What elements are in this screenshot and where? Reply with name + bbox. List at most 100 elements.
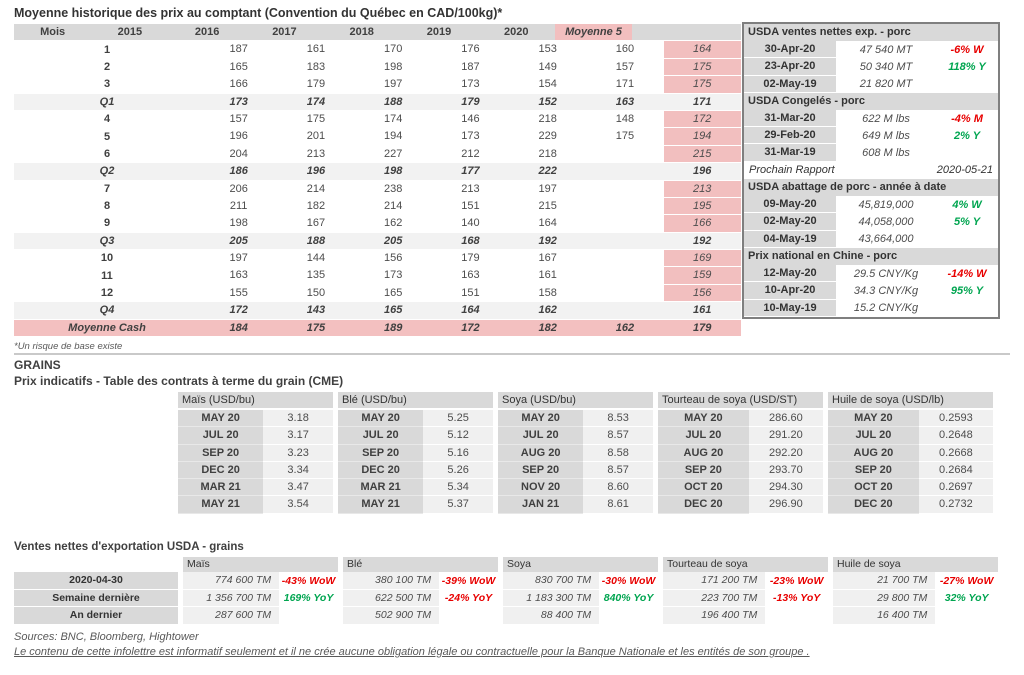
cell-2015: 198	[229, 217, 248, 230]
cell-2017: 227	[383, 147, 403, 160]
cme-row: MAY 21 3.54	[178, 496, 333, 514]
panel-row: 12-May-20 29.5 CNY/Kg -14% W	[744, 264, 998, 283]
panel-date: 10-May-19	[744, 299, 836, 317]
cell-2016: 188	[306, 234, 326, 247]
cell-2020	[586, 163, 663, 179]
cell-2020	[586, 198, 663, 214]
cell-2015: 196	[229, 130, 248, 143]
contract-price: 5.34	[423, 479, 493, 497]
cell-2020	[586, 146, 663, 162]
cme-row: JUL 20 5.12	[338, 427, 493, 445]
cme-row: MAY 20 0.2593	[828, 410, 993, 428]
cme-table-huile: Huile de soya (USD/lb) MAY 20 0.2593 JUL…	[828, 392, 993, 514]
export-change: 840% YoY	[603, 592, 654, 605]
cell-2020	[586, 267, 663, 283]
cell-2020	[586, 233, 663, 249]
cell-2015: 197	[229, 252, 248, 265]
cell-2018: 177	[461, 165, 480, 178]
cme-row: SEP 20 5.16	[338, 444, 493, 462]
cell-moyenne5: 161	[663, 302, 741, 319]
export-change: -27% WoW	[939, 574, 994, 587]
cme-row: DEC 20 0.2732	[828, 496, 993, 514]
panel-change: 2% Y	[953, 129, 981, 142]
panel-value: 15.2 CNY/Kg	[853, 302, 919, 315]
cell-2018: 212	[461, 147, 480, 160]
contract-price: 0.2697	[918, 479, 993, 497]
cell-2018: 173	[461, 130, 480, 143]
separator-line	[14, 353, 1010, 355]
export-empty-header	[14, 557, 178, 572]
row-label: 8	[103, 200, 111, 213]
contract-month: MAR 21	[338, 479, 424, 497]
contract-month: AUG 20	[498, 444, 584, 462]
table-row: 4 157 175 174 146 218 148 172	[14, 110, 741, 129]
panel-value: 45,819,000	[858, 198, 914, 211]
cell-2017: 194	[383, 130, 403, 143]
cme-row: MAY 20 3.18	[178, 410, 333, 428]
export-row: 88 400 TM	[503, 607, 658, 625]
export-row: 196 400 TM	[663, 607, 828, 625]
cell-2018: 213	[461, 182, 480, 195]
panel-value: 50 340 MT	[859, 60, 913, 73]
panel-date: 12-May-20	[744, 264, 836, 283]
cell-2015: 157	[229, 112, 248, 125]
panel-row: 31-Mar-20 622 M lbs -4% M	[744, 109, 998, 128]
row-label: 6	[103, 147, 111, 160]
next-report-row: Prochain Rapport 2020-05-21	[744, 162, 998, 179]
cell-2019: 167	[538, 252, 557, 265]
cell-2018: 151	[461, 199, 480, 212]
export-row: 502 900 TM	[343, 607, 498, 625]
table-row: 10 197 144 156 179 167 169	[14, 250, 741, 268]
disclaimer-text: Le contenu de cette infolettre est infor…	[14, 646, 810, 658]
cell-2018: 168	[461, 234, 480, 247]
cell-2020	[586, 250, 663, 266]
cme-heading: Prix indicatifs - Table des contrats à t…	[14, 374, 344, 388]
contract-month: OCT 20	[828, 479, 919, 497]
cell-moyenne5: 164	[663, 41, 741, 58]
export-row: 622 500 TM -24% YoY	[343, 589, 498, 607]
contract-price: 8.58	[583, 444, 653, 462]
table-row: Q1 173 174 188 179 152 163 171	[14, 93, 741, 111]
table-row: 1 187 161 170 176 153 160 164	[14, 41, 741, 59]
cme-row: JUL 20 291.20	[658, 427, 823, 445]
row-label: 5	[103, 130, 111, 143]
table-body: 1 187 161 170 176 153 160 164 2 165 183 …	[14, 41, 741, 338]
cell-2020: 175	[615, 130, 635, 143]
export-row-label: 2020-04-30	[14, 572, 178, 590]
cell-2019: 222	[538, 165, 557, 178]
export-change: -23% WoW	[769, 574, 824, 587]
cell-2017: 198	[383, 165, 403, 178]
cell-2020: 171	[615, 78, 635, 91]
contract-month: JUL 20	[498, 427, 584, 445]
panel-value: 21 820 MT	[859, 78, 913, 91]
export-value: 1 356 700 TM	[183, 589, 280, 607]
contract-price: 0.2732	[918, 496, 993, 514]
panel-change: 4% W	[952, 198, 982, 211]
contract-month: AUG 20	[828, 444, 919, 462]
panel-row: 09-May-20 45,819,000 4% W	[744, 196, 998, 214]
contract-price: 3.54	[263, 496, 333, 514]
cme-row: DEC 20 5.26	[338, 461, 493, 480]
sources-note: Sources: BNC, Bloomberg, Hightower	[14, 631, 199, 643]
cme-row: DEC 20 296.90	[658, 496, 823, 514]
panel-row: 29-Feb-20 649 M lbs 2% Y	[744, 127, 998, 145]
contract-month: SEP 20	[498, 461, 584, 480]
panel-date: 10-Apr-20	[744, 282, 836, 300]
cell-2017: 173	[383, 269, 403, 282]
table-row: Q4 172 143 165 164 162 161	[14, 302, 741, 320]
cell-2019: 158	[538, 286, 557, 299]
row-label: 2	[103, 60, 111, 73]
panel-row: 10-May-19 15.2 CNY/Kg	[744, 299, 998, 317]
panel-section-ventes-nettes: USDA ventes nettes exp. - porc 30-Apr-20…	[744, 24, 998, 93]
contract-month: MAY 20	[498, 410, 584, 428]
contract-month: JUL 20	[828, 427, 919, 445]
cell-2018: 146	[461, 112, 480, 125]
panel-row: 23-Apr-20 50 340 MT 118% Y	[744, 58, 998, 76]
cell-2019: 215	[538, 199, 557, 212]
export-section-mais: Maïs 774 600 TM -43% WoW 1 356 700 TM 16…	[183, 557, 338, 625]
cme-row: AUG 20 292.20	[658, 444, 823, 462]
cell-2016: 183	[306, 60, 326, 73]
cme-row: JAN 21 8.61	[498, 496, 653, 514]
panel-change: -4% M	[951, 112, 983, 125]
cell-2016: 175	[306, 112, 326, 125]
